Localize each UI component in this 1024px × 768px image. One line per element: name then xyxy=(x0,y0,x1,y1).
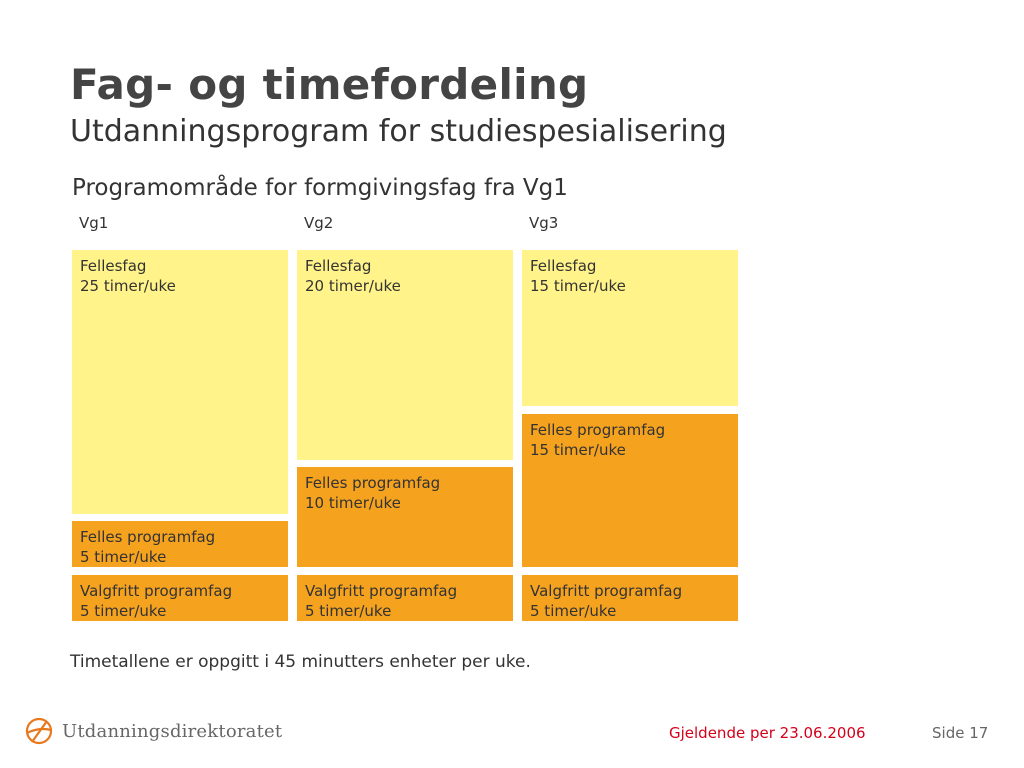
footnote: Timetallene er oppgitt i 45 minutters en… xyxy=(70,652,531,672)
block-label: Felles programfag xyxy=(305,474,441,492)
block-hours: 15 timer/uke xyxy=(530,441,626,459)
utdanningsdirektoratet-logo-icon xyxy=(25,717,53,745)
effective-date: Gjeldende per 23.06.2006 xyxy=(669,724,866,742)
logo-text: Utdanningsdirektoratet xyxy=(62,720,283,742)
block-hours: 15 timer/uke xyxy=(530,277,626,295)
block-label: Felles programfag xyxy=(80,528,216,546)
block-label: Fellesfag xyxy=(305,257,372,275)
block-hours: 20 timer/uke xyxy=(305,277,401,295)
program-area-heading: Programområde for formgivingsfag fra Vg1 xyxy=(72,175,568,201)
block-label: Valgfritt programfag xyxy=(305,582,458,600)
slide-subtitle: Utdanningsprogram for studiespesialiseri… xyxy=(70,114,727,149)
column-header-vg1: Vg1 xyxy=(79,214,109,232)
vg2-felles-programfag-block: Felles programfag 10 timer/uke xyxy=(297,467,513,567)
vg1-valgfritt-programfag-block: Valgfritt programfag 5 timer/uke xyxy=(72,575,288,621)
vg2-valgfritt-programfag-block: Valgfritt programfag 5 timer/uke xyxy=(297,575,513,621)
vg2-fellesfag-block: Fellesfag 20 timer/uke xyxy=(297,250,513,460)
block-label: Valgfritt programfag xyxy=(80,582,233,600)
block-hours: 5 timer/uke xyxy=(80,548,167,566)
organization-logo: Utdanningsdirektoratet xyxy=(24,714,282,748)
block-label: Valgfritt programfag xyxy=(530,582,683,600)
block-label: Fellesfag xyxy=(80,257,147,275)
column-header-vg3: Vg3 xyxy=(529,214,559,232)
page-number: Side 17 xyxy=(932,724,989,742)
block-hours: 25 timer/uke xyxy=(80,277,176,295)
block-hours: 5 timer/uke xyxy=(80,602,167,620)
vg3-valgfritt-programfag-block: Valgfritt programfag 5 timer/uke xyxy=(522,575,738,621)
slide-title: Fag- og timefordeling xyxy=(70,60,589,109)
vg3-fellesfag-block: Fellesfag 15 timer/uke xyxy=(522,250,738,406)
block-label: Fellesfag xyxy=(530,257,597,275)
block-hours: 5 timer/uke xyxy=(305,602,392,620)
block-label: Felles programfag xyxy=(530,421,666,439)
vg1-fellesfag-block: Fellesfag 25 timer/uke xyxy=(72,250,288,514)
block-hours: 10 timer/uke xyxy=(305,494,401,512)
column-header-vg2: Vg2 xyxy=(304,214,334,232)
vg1-felles-programfag-block: Felles programfag 5 timer/uke xyxy=(72,521,288,567)
vg3-felles-programfag-block: Felles programfag 15 timer/uke xyxy=(522,414,738,567)
block-hours: 5 timer/uke xyxy=(530,602,617,620)
